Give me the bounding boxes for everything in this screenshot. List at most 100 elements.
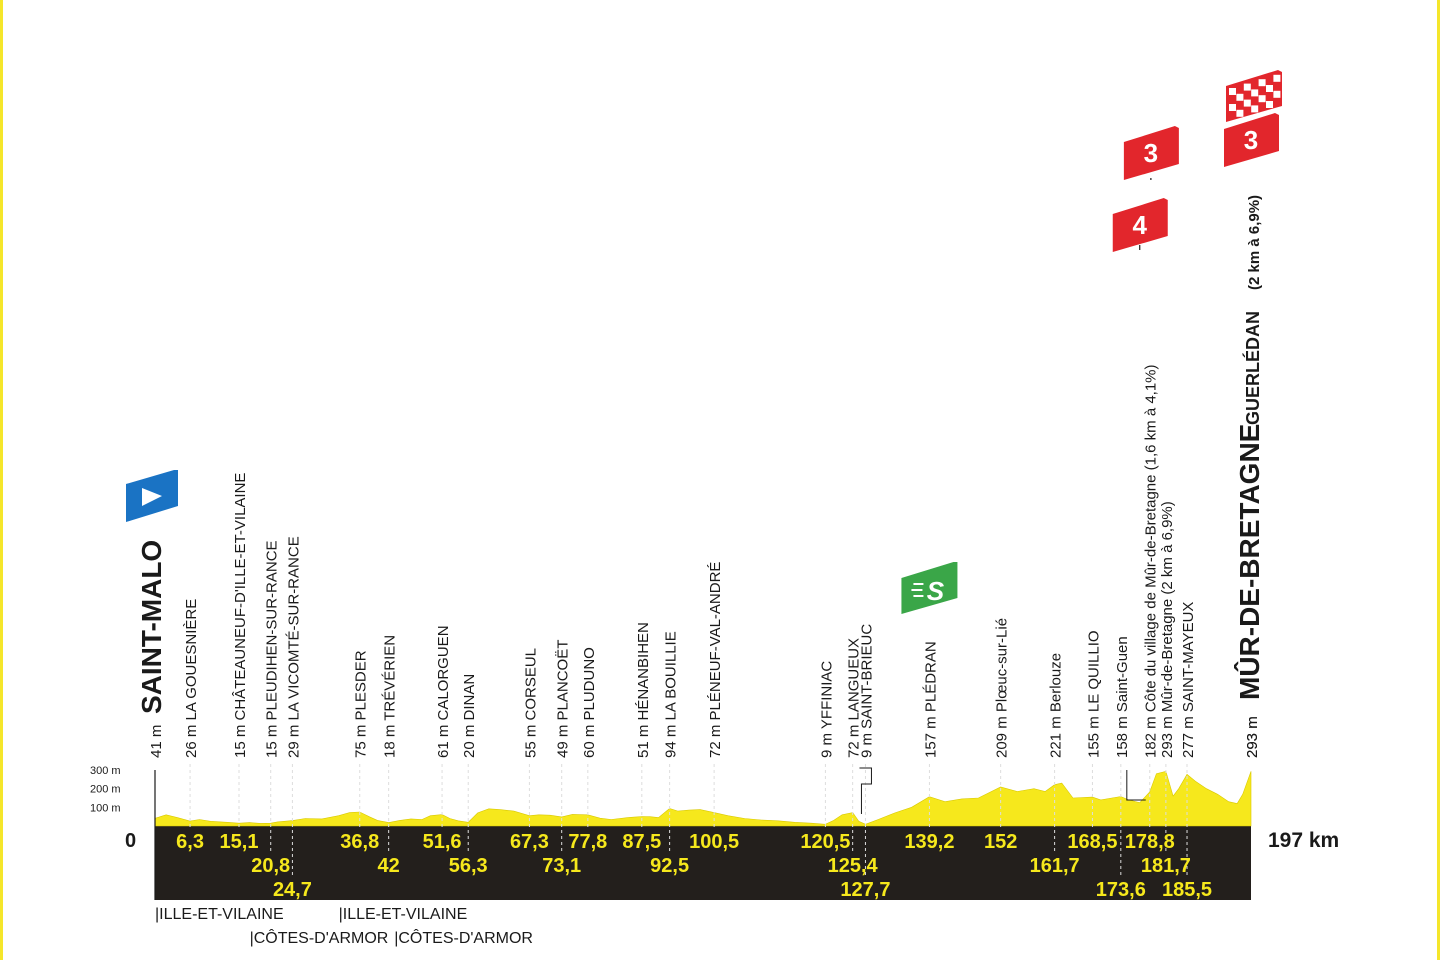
finish-subtitle-label: GUERLÉDAN (1242, 311, 1263, 425)
place-label: 55 m CORSEUL (522, 648, 539, 758)
climb-category-label: 3 (1244, 125, 1258, 155)
km-label: 6,3 (176, 831, 204, 853)
place-label: 15 m PLEUDIHEN-SUR-RANCE (264, 540, 281, 758)
place-label: 277 m SAINT-MAYEUX (1180, 602, 1197, 758)
km-label: 139,2 (904, 831, 954, 853)
km-label: 178,8 (1125, 831, 1175, 853)
x-end-label: 197 km (1268, 829, 1339, 852)
km-label: 67,3 (510, 831, 549, 853)
place-label: 49 m PLANCOËT (555, 640, 572, 758)
checker-square (1229, 88, 1236, 95)
place-label: 72 m PLÉNEUF-VAL-ANDRÉ (707, 562, 724, 758)
km-label: 185,5 (1162, 879, 1212, 901)
km-label: 127,7 (840, 879, 890, 901)
km-label: 168,5 (1067, 831, 1117, 853)
y-tick-label: 100 m (90, 802, 121, 814)
flag-shape (1112, 198, 1168, 252)
place-label: 157 m PLÉDRAN (922, 641, 939, 758)
place-label: 20 m DINAN (461, 674, 478, 758)
place-label: 293 m (1244, 716, 1261, 758)
km-label: 181,7 (1141, 855, 1191, 877)
start-altitude-label: 41 m (148, 725, 165, 758)
department-label: |ILLE-ET-VILAINE (338, 906, 468, 923)
place-label: 75 m PLESDER (353, 650, 370, 758)
place-label: 72 m LANGUEUX (846, 638, 863, 758)
start-flag-icon (126, 470, 178, 522)
km-label: 100,5 (689, 831, 739, 853)
y-tick-label: 200 m (90, 784, 121, 796)
climb-category-label: 4 (1133, 210, 1148, 240)
place-label: 182 m Côte du village de Mûr-de-Bretagne… (1143, 364, 1160, 758)
checker-square (1251, 89, 1259, 97)
km-label: 56,3 (449, 855, 488, 877)
place-label: 155 m LE QUILLIO (1085, 630, 1102, 758)
km-label: 73,1 (542, 855, 581, 877)
checker-square (1243, 99, 1251, 107)
play-icon (142, 488, 162, 506)
flag-shape (1224, 113, 1279, 167)
checker-square (1258, 95, 1266, 103)
place-label: 26 m LA GOUESNIÈRE (183, 599, 200, 758)
elevation-profile (154, 770, 1252, 827)
km-label: 36,8 (340, 831, 379, 853)
km-label: 120,5 (800, 831, 850, 853)
place-label: 221 m Berlouze (1048, 653, 1065, 758)
place-label: 293 m Mûr-de-Bretagne (2 km à 6,9%) (1159, 501, 1176, 758)
place-label: 158 m Saint-Guen (1114, 636, 1131, 758)
x-start-label: 0 (125, 830, 136, 852)
place-label: 60 m PLUDUNO (581, 647, 598, 758)
finish-climb-detail: (2 km à 6,9%) (1246, 195, 1263, 290)
place-label: 9 m SAINT-BRIEUC (858, 624, 875, 758)
finish-altitude-label: 293 m (1244, 716, 1261, 758)
checker-square (1266, 85, 1273, 92)
km-label: 20,8 (251, 855, 290, 877)
department-label: |CÔTES-D'ARMOR (394, 930, 533, 947)
finish-checkered-flag-icon (1226, 70, 1282, 122)
checker-square (1266, 101, 1273, 108)
km-label: 15,1 (220, 831, 259, 853)
sprint-flag-shape (901, 562, 958, 614)
flag-shape (1123, 126, 1179, 180)
km-label: 161,7 (1030, 855, 1080, 877)
km-label: 173,6 (1096, 879, 1146, 901)
checker-square (1236, 109, 1244, 117)
checker-square (1273, 90, 1281, 98)
checker-square (1251, 105, 1259, 113)
place-label: 9 m YFFINIAC (818, 661, 835, 758)
km-label: 42 (378, 855, 400, 877)
checker-square (1243, 83, 1251, 91)
km-label: 77,8 (568, 831, 607, 853)
place-label: 15 m CHÂTEAUNEUF-D'ILLE-ET-VILAINE (232, 473, 249, 758)
place-label: 94 m LA BOUILLIE (663, 631, 680, 758)
finish-city-label: MÛR-DE-BRETAGNE (1233, 424, 1265, 700)
checker-square (1229, 104, 1236, 111)
sprint-flag-icon: S (901, 562, 958, 614)
climb-flag-cat4-icon: 4 (1112, 198, 1168, 252)
sprint-label: S (927, 576, 945, 606)
department-label: |CÔTES-D'ARMOR (249, 930, 389, 947)
start-city-label: SAINT-MALO (136, 540, 167, 714)
km-label: 125,4 (828, 855, 879, 877)
km-label: 87,5 (622, 831, 661, 853)
place-label: 209 m Plœuc-sur-Lié (994, 618, 1011, 758)
checker-square (1273, 74, 1281, 82)
y-tick-label: 300 m (90, 765, 121, 777)
km-label: 51,6 (423, 831, 462, 853)
km-label: 92,5 (650, 855, 689, 877)
climb-flag-cat3-icon: 3 (1123, 126, 1179, 180)
place-label: 18 m TRÉVÉRIEN (382, 635, 399, 758)
checker-square (1236, 93, 1244, 101)
saint-brieuc-bracket (859, 767, 872, 814)
department-label: |ILLE-ET-VILAINE (155, 906, 284, 923)
place-label: 29 m LA VICOMTÉ-SUR-RANCE (285, 536, 302, 758)
km-label: 24,7 (273, 879, 312, 901)
finish-climb-flag-icon: 3 (1224, 113, 1279, 167)
distance-band (155, 826, 1251, 900)
km-label: 152 (984, 831, 1017, 853)
place-label: 61 m CALORGUEN (435, 625, 452, 758)
place-label: 51 m HÉNANBIHEN (635, 622, 652, 758)
saint-guen-bracket (1126, 770, 1146, 801)
climb-category-label: 3 (1144, 138, 1158, 168)
